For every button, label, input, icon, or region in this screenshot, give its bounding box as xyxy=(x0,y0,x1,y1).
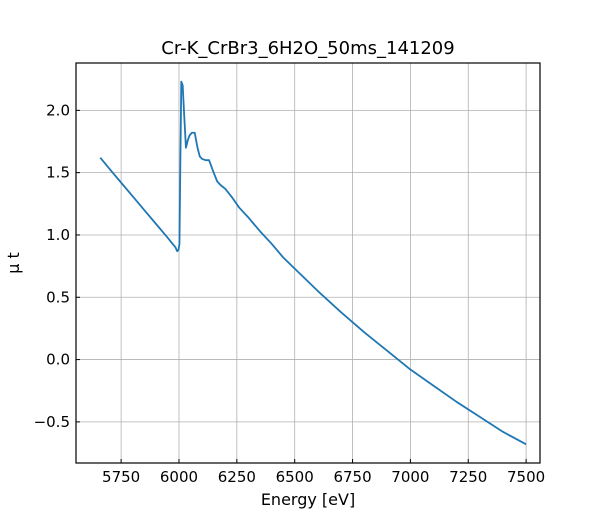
y-tick-label: 1.5 xyxy=(46,164,70,182)
plot-frame xyxy=(75,62,541,464)
x-tick-label: 7500 xyxy=(507,468,545,486)
plot-area xyxy=(99,80,527,446)
chart-title: Cr-K_CrBr3_6H2O_50ms_141209 xyxy=(161,38,454,59)
x-tick-label: 6250 xyxy=(218,468,256,486)
x-tick-label: 7000 xyxy=(391,468,429,486)
series-line xyxy=(99,80,527,446)
x-tick-label: 6750 xyxy=(333,468,371,486)
x-tick-label: 7250 xyxy=(449,468,487,486)
x-axis-label: Energy [eV] xyxy=(261,490,355,509)
x-tick-label: 6000 xyxy=(160,468,198,486)
grid xyxy=(76,63,540,463)
x-tick-label: 5750 xyxy=(102,468,140,486)
y-axis-label: μ t xyxy=(4,252,23,274)
y-tick-label: 1.0 xyxy=(46,226,70,244)
y-tick-label: 0.0 xyxy=(46,351,70,369)
y-tick-label: 2.0 xyxy=(46,101,70,119)
x-tick-label: 6500 xyxy=(276,468,314,486)
y-tick-label: −0.5 xyxy=(34,413,70,431)
y-tick-label: 0.5 xyxy=(46,288,70,306)
ticks: 5750 6000 6250 6500 6750 7000 7250 7500 −0.5 0.0 0… xyxy=(34,101,546,486)
